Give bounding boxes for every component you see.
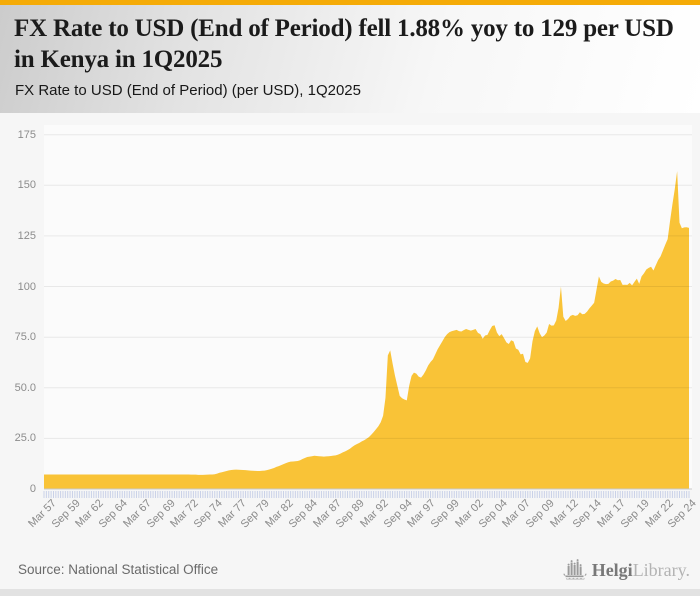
chart-plot-area xyxy=(43,125,692,498)
y-tick-label: 175 xyxy=(17,128,36,141)
y-tick-label: 125 xyxy=(17,229,36,242)
fx-rate-area-chart: 175 150 125 100 75.0 50.0 25.0 0 Mar 57 Sep 59 Ma… xyxy=(0,115,700,557)
bottom-strip xyxy=(0,589,700,596)
area-series xyxy=(44,171,689,489)
source-note: Source: National Statistical Office xyxy=(18,562,219,577)
accent-topbar xyxy=(0,0,700,5)
page-title: FX Rate to USD (End of Period) fell 1.88… xyxy=(14,15,674,73)
y-tick-label: 0 xyxy=(29,483,36,495)
logo-text-helgi: Helgi xyxy=(591,559,633,580)
y-tick-label: 75.0 xyxy=(14,331,36,344)
y-tick-label: 150 xyxy=(17,179,36,192)
y-tick-label: 100 xyxy=(17,280,36,293)
helgi-logo-icon xyxy=(563,559,587,580)
logo-text-library: Library. xyxy=(632,559,690,580)
chart-subtitle: FX Rate to USD (End of Period) (per USD)… xyxy=(15,82,361,99)
y-tick-label: 50.0 xyxy=(14,381,36,394)
y-tick-label: 25.0 xyxy=(14,432,36,445)
quarter-tick-marks xyxy=(43,491,690,498)
footer: Source: National Statistical Office Helg… xyxy=(0,553,700,588)
helgi-library-logo: Helgi Library. xyxy=(563,555,690,585)
header: FX Rate to USD (End of Period) fell 1.88… xyxy=(0,5,700,113)
